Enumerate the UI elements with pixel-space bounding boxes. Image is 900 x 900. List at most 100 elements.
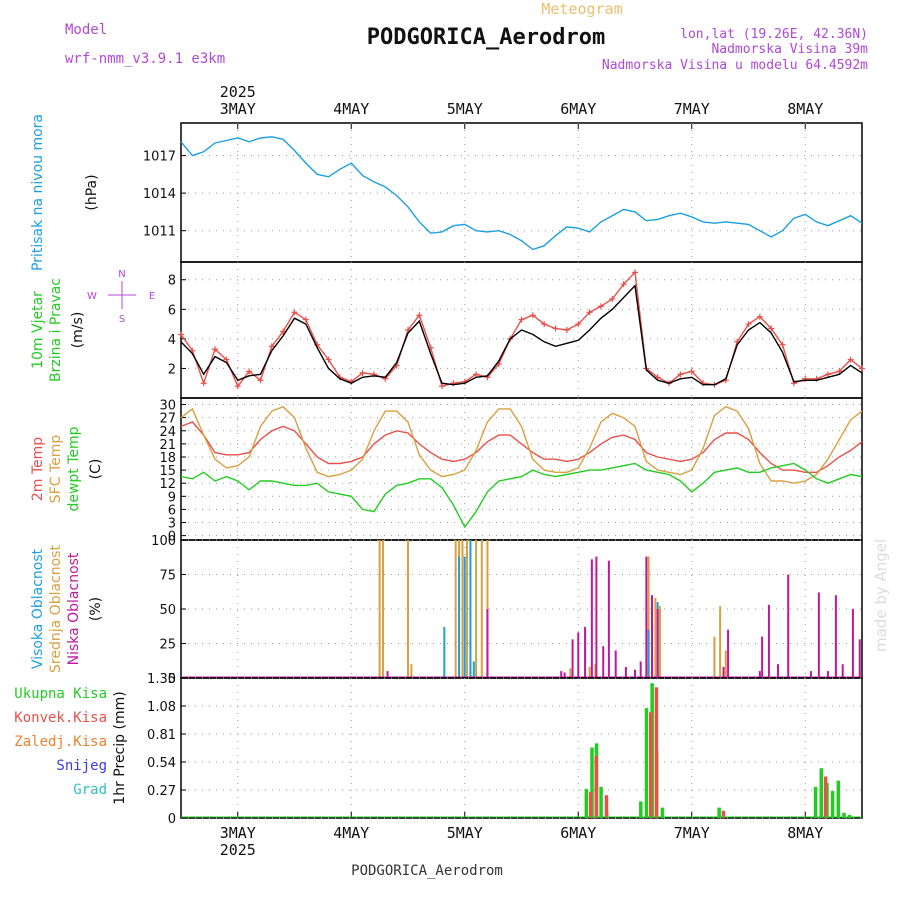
- bar-precip: [584, 788, 589, 818]
- bar-cloud: [588, 666, 591, 678]
- y-tick-label: 0: [168, 672, 176, 687]
- bar-cloud: [469, 540, 472, 678]
- panel-frame: [180, 397, 863, 541]
- wind-speed-marker: [246, 368, 253, 375]
- bar-cloud: [461, 540, 464, 678]
- wind-speed-marker: [234, 383, 241, 390]
- bar-cloud: [787, 574, 790, 678]
- bar-cloud: [722, 666, 725, 678]
- y-axis-label: Srednja Oblacnost: [48, 545, 64, 673]
- bar-precip: [599, 786, 603, 818]
- y-axis-label: Pritisak na nivou mora: [30, 114, 46, 271]
- bar-cloud: [658, 606, 661, 678]
- bar-precip: [830, 791, 835, 818]
- wind-speed-marker: [416, 312, 423, 319]
- wind-speed-marker: [529, 312, 536, 319]
- bar-cloud: [624, 666, 627, 678]
- x-tick-label-top: 6MAY: [560, 100, 596, 118]
- bar-cloud: [651, 595, 654, 678]
- bar-cloud: [826, 671, 829, 678]
- bar-precip: [717, 807, 721, 818]
- bar-cloud: [614, 650, 617, 678]
- wind-speed-marker: [223, 356, 230, 363]
- wind-speed-marker: [745, 321, 752, 328]
- bar-cloud: [767, 604, 770, 678]
- y-tick-label: 9: [168, 490, 176, 505]
- y-axis-unit: (hPa): [84, 174, 100, 210]
- wind-speed-marker: [654, 374, 661, 381]
- bar-cloud: [841, 664, 844, 678]
- wind-speed-marker: [439, 383, 446, 390]
- x-tick-label-bottom: 6MAY: [560, 824, 596, 842]
- bar-cloud: [454, 540, 457, 678]
- y-tick-label: 1011: [143, 225, 176, 240]
- precip-legend-label: Konvek.Kisa: [14, 710, 107, 726]
- wind-speed-marker: [178, 331, 184, 338]
- precip-legend-label: Ukupna Kisa: [14, 686, 107, 702]
- y-tick-label: 1.35: [147, 672, 176, 687]
- bar-precip: [588, 792, 593, 818]
- panel-precip: 0 0.27 0.54 0.81 1.08 1.35 Ukupna Kisa Konvek.K…: [14, 672, 863, 827]
- line-temperature-series: [180, 462, 863, 529]
- bar-cloud: [654, 597, 657, 678]
- y-tick-label: 100: [151, 534, 176, 549]
- bar-cloud: [594, 664, 597, 678]
- bar-cloud: [724, 650, 727, 678]
- bar-cloud: [817, 592, 820, 678]
- footer-station: PODGORICA_Aerodrom: [351, 863, 503, 879]
- x-tick-label-top: 5MAY: [447, 100, 483, 118]
- bar-cloud: [713, 636, 716, 678]
- station-title: PODGORICA_Aerodrom: [367, 25, 605, 50]
- x-tick-label-bottom: 7MAY: [674, 824, 710, 842]
- lonlat: lon,lat (19.26E, 42.36N): [680, 27, 868, 42]
- y-axis-label: 2m Temp: [30, 437, 46, 501]
- compass-label: W: [87, 291, 97, 302]
- bar-cloud: [645, 556, 648, 678]
- wind-speed-marker: [859, 365, 865, 372]
- y-tick-label: 6: [168, 503, 176, 518]
- x-tick-label-top: 4MAY: [333, 100, 369, 118]
- panel-frame: [180, 677, 863, 819]
- bar-cloud: [382, 540, 385, 678]
- wind-speed-marker: [677, 371, 684, 378]
- y-tick-label: 0: [168, 530, 176, 545]
- x-tick-label-top: 8MAY: [787, 100, 823, 118]
- altitude: Nadmorska Visina 39m: [711, 42, 868, 57]
- y-tick-label: 2: [168, 362, 176, 377]
- bar-precip: [823, 776, 828, 818]
- bar-cloud: [472, 661, 475, 678]
- wind-speed-marker: [359, 369, 366, 376]
- bar-cloud: [466, 540, 469, 678]
- panel-cloud: 0 25 50 75 100 Visoka Oblacnost Srednja Oblacn…: [30, 534, 863, 687]
- wind-speed-marker: [541, 321, 548, 328]
- wind-speed-marker: [563, 327, 570, 333]
- panel-wind: 2 4 6 8 10m Vjetar Brzina i Pravac (m/s) N E S W: [30, 261, 865, 399]
- line-wind-series: [180, 284, 863, 386]
- wind-speed-marker: [597, 303, 604, 310]
- model-altitude: Nadmorska Visina u modelu 64.4592m: [602, 58, 868, 73]
- wind-speed-marker: [756, 313, 763, 320]
- wind-speed-marker: [609, 295, 616, 302]
- bar-cloud: [639, 661, 642, 678]
- compass-label: N: [118, 269, 125, 280]
- wind-speed-marker: [473, 371, 480, 378]
- bar-precip: [590, 747, 594, 818]
- y-tick-label: 15: [159, 464, 176, 479]
- wind-speed-marker: [779, 341, 786, 348]
- bar-cloud: [851, 609, 854, 678]
- y-tick-label: 0.27: [147, 784, 176, 799]
- wind-speed-marker: [200, 380, 207, 387]
- y-tick-label: 6: [168, 303, 176, 318]
- wind-speed-marker: [291, 309, 298, 316]
- y-tick-label: 75: [159, 569, 176, 584]
- wind-speed-marker: [632, 269, 638, 276]
- bar-precip: [594, 755, 599, 818]
- bar-precip: [604, 795, 609, 818]
- y-tick-label: 24: [159, 425, 176, 440]
- x-tick-label-bottom: 8MAY: [787, 824, 823, 842]
- bar-cloud: [584, 626, 587, 678]
- bar-precip: [813, 786, 818, 818]
- bar-cloud: [410, 664, 413, 678]
- bar-cloud: [378, 540, 381, 678]
